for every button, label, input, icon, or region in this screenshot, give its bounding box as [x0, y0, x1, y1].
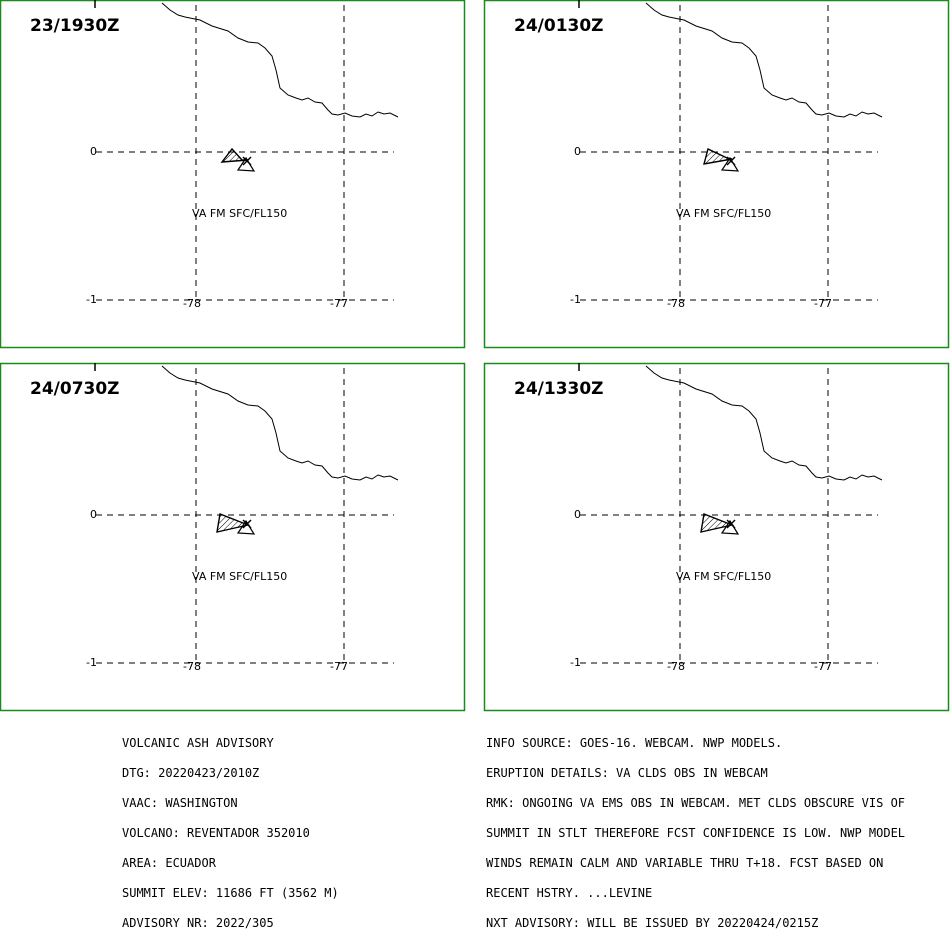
- lat-label-minus-1: -1: [570, 656, 581, 669]
- advisory-line: RMK: ONGOING VA EMS OBS IN WEBCAM. MET C…: [486, 796, 906, 810]
- panel-time: 24/0730Z: [30, 379, 120, 399]
- advisory-remarks-block: INFO SOURCE: GOES-16. WEBCAM. NWP MODELS…: [486, 718, 905, 938]
- coastline: [645, 365, 883, 481]
- advisory-line: DTG: 20220423/2010Z: [122, 766, 260, 780]
- coastline: [161, 365, 399, 481]
- map-canvas: [0, 0, 466, 349]
- lat-label-0: 0: [90, 508, 97, 521]
- forecast-panel-3: 24/0730Z VA FM SFC/FL150 0 -1 -78 -77: [0, 362, 466, 712]
- ash-level-label: VA FM SFC/FL150: [676, 570, 772, 583]
- advisory-line: RECENT HSTRY. ...LEVINE: [486, 886, 653, 900]
- panel-frame: [0, 362, 466, 712]
- advisory-line: SUMMIT IN STLT THEREFORE FCST CONFIDENCE…: [486, 826, 906, 840]
- panel-time: 24/1330Z: [514, 379, 604, 399]
- map-canvas: [0, 362, 466, 712]
- lon-label-minus-77: -77: [814, 660, 832, 673]
- ash-cloud-observed: [216, 513, 251, 533]
- volcano-triangle-icon: [726, 519, 736, 529]
- volcano-triangle-icon: [242, 156, 252, 166]
- lon-label-minus-77: -77: [814, 297, 832, 310]
- ash-level-label: VA FM SFC/FL150: [192, 207, 288, 220]
- advisory-line: INFO SOURCE: GOES-16. WEBCAM. NWP MODELS…: [486, 736, 783, 750]
- map-canvas: [483, 0, 950, 349]
- volcano-triangle-icon: [242, 519, 252, 529]
- panel-frame: [0, 0, 466, 349]
- forecast-panel-4: 24/1330Z VA FM SFC/FL150 0 -1 -78 -77: [483, 362, 950, 712]
- panel-frame: [483, 0, 950, 349]
- forecast-panel-1: 23/1930Z VA FM SFC/FL150 0 -1 -78 -77: [0, 0, 466, 349]
- advisory-line: WINDS REMAIN CALM AND VARIABLE THRU T+18…: [486, 856, 884, 870]
- advisory-line: NXT ADVISORY: WILL BE ISSUED BY 20220424…: [486, 916, 819, 930]
- advisory-line: VOLCANIC ASH ADVISORY: [122, 736, 274, 750]
- lon-label-minus-78: -78: [667, 660, 685, 673]
- ash-cloud-observed: [700, 513, 735, 533]
- panel-frame: [483, 362, 950, 712]
- advisory-line: ADVISORY NR: 2022/305: [122, 916, 274, 930]
- lon-label-minus-77: -77: [330, 297, 348, 310]
- advisory-line: VOLCANO: REVENTADOR 352010: [122, 826, 310, 840]
- ash-cloud-observed: [220, 147, 249, 163]
- ash-cloud-observed: [703, 148, 733, 165]
- forecast-panel-2: 24/0130Z VA FM SFC/FL150 0 -1 -78 -77: [483, 0, 950, 349]
- panel-time: 24/0130Z: [514, 16, 604, 36]
- lon-label-minus-78: -78: [667, 297, 685, 310]
- lon-label-minus-78: -78: [183, 297, 201, 310]
- advisory-line: AREA: ECUADOR: [122, 856, 216, 870]
- advisory-line: ERUPTION DETAILS: VA CLDS OBS IN WEBCAM: [486, 766, 768, 780]
- panel-time: 23/1930Z: [30, 16, 120, 36]
- lat-label-minus-1: -1: [570, 293, 581, 306]
- lon-label-minus-77: -77: [330, 660, 348, 673]
- map-canvas: [483, 362, 950, 712]
- lat-label-0: 0: [574, 145, 581, 158]
- advisory-header-block: VOLCANIC ASH ADVISORY DTG: 20220423/2010…: [122, 718, 339, 938]
- volcano-triangle-icon: [726, 156, 736, 166]
- ash-level-label: VA FM SFC/FL150: [676, 207, 772, 220]
- lat-label-0: 0: [90, 145, 97, 158]
- ash-level-label: VA FM SFC/FL150: [192, 570, 288, 583]
- lat-label-0: 0: [574, 508, 581, 521]
- advisory-line: SUMMIT ELEV: 11686 FT (3562 M): [122, 886, 339, 900]
- lon-label-minus-78: -78: [183, 660, 201, 673]
- coastline: [645, 2, 883, 118]
- lat-label-minus-1: -1: [86, 293, 97, 306]
- advisory-line: VAAC: WASHINGTON: [122, 796, 238, 810]
- coastline: [161, 2, 399, 118]
- lat-label-minus-1: -1: [86, 656, 97, 669]
